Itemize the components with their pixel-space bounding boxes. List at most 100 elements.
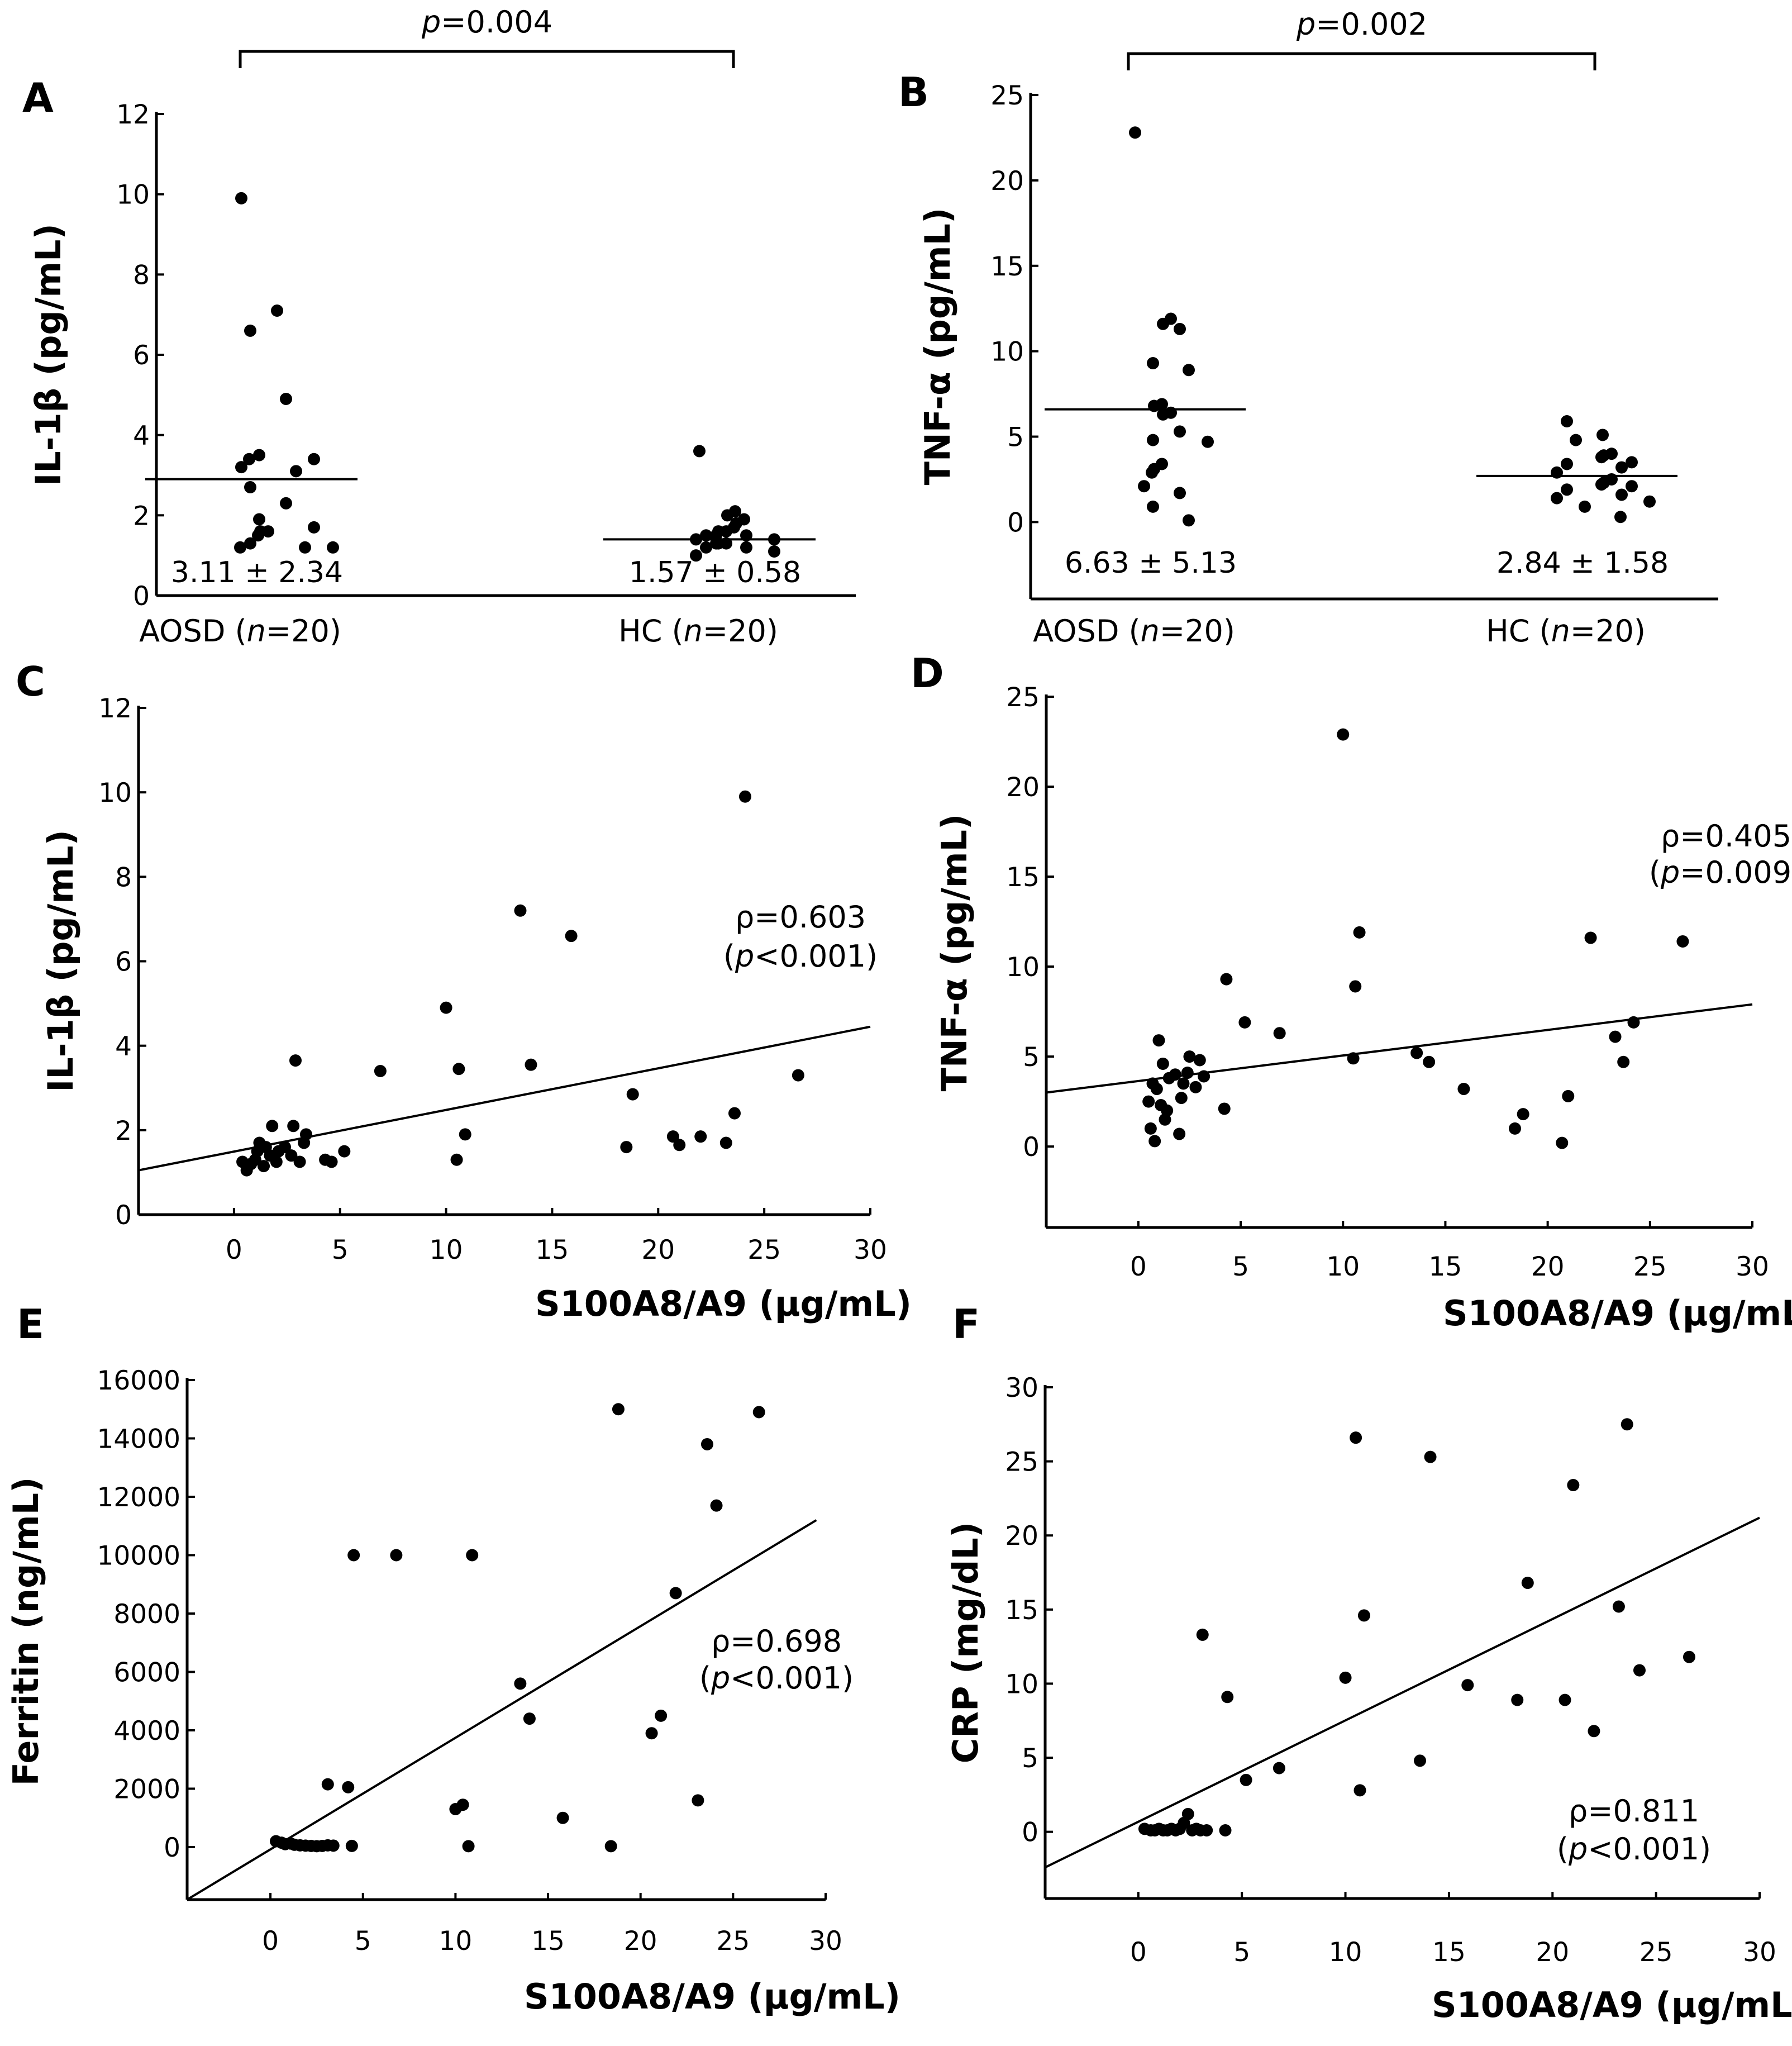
y-tick-label: 2 <box>115 1116 132 1146</box>
data-point <box>556 1811 569 1824</box>
data-point <box>1173 1127 1186 1140</box>
data-point <box>1144 1122 1157 1135</box>
data-point <box>1511 1693 1524 1706</box>
x-tick-label: 20 <box>1536 1937 1569 1968</box>
x-tick-label: 0 <box>226 1235 242 1265</box>
data-point <box>1626 456 1638 469</box>
y-tick-label: 10 <box>116 180 150 211</box>
y-tick-label: 15 <box>990 251 1024 282</box>
data-point <box>270 1155 283 1168</box>
series-AOSD <box>1129 126 1214 527</box>
data-point <box>655 1709 668 1722</box>
data-point <box>1461 1679 1474 1692</box>
panel-D: D 0 5 10 15 20 25 TNF-α (pg/mL) 0 5 10 15 20 25 30 S100… <box>911 650 1792 1334</box>
data-point <box>287 1120 300 1133</box>
data-point <box>1588 1725 1600 1738</box>
y-tick-label: 14000 <box>97 1424 180 1454</box>
data-point <box>1152 1034 1165 1047</box>
y-tick-label: 12 <box>98 693 132 724</box>
data-point <box>1517 1108 1529 1121</box>
panel-A: A 0 2 4 6 8 10 12 IL-1β (pg/mL) 3.11 ± 2.34 AOSD (… <box>22 4 856 649</box>
group-summary: 1.57 ± 0.58 <box>629 556 801 589</box>
data-point <box>1551 492 1563 505</box>
y-tick-label: 20 <box>1005 1521 1038 1552</box>
y-tick-label: 6 <box>115 947 132 978</box>
data-point <box>523 1712 536 1725</box>
x-tick-label: 20 <box>1531 1252 1565 1282</box>
x-tick-label: 10 <box>1326 1252 1360 1282</box>
data-point <box>299 1128 312 1141</box>
data-point <box>1174 425 1186 438</box>
p-value-label: (p=0.009) <box>1649 855 1792 890</box>
scatter-series <box>1138 1418 1695 1836</box>
data-point <box>1423 1055 1436 1068</box>
group-summary: 3.11 ± 2.34 <box>171 556 343 589</box>
category-label: HC (n=20) <box>618 613 778 649</box>
category-label: HC (n=20) <box>1486 613 1646 649</box>
data-point <box>1150 1083 1163 1096</box>
data-point <box>327 541 339 554</box>
data-point <box>1174 322 1186 335</box>
data-point <box>1196 1628 1209 1641</box>
category-label: AOSD (n=20) <box>1033 613 1235 649</box>
data-point <box>666 1130 679 1143</box>
x-tick-label: 15 <box>1432 1937 1466 1968</box>
scatter-series <box>236 790 804 1177</box>
data-point <box>1200 1824 1213 1836</box>
data-point <box>1615 461 1628 474</box>
data-point <box>280 393 292 406</box>
data-point <box>244 324 256 337</box>
data-point <box>626 1088 639 1101</box>
data-point <box>1612 1600 1625 1613</box>
y-tick-label: 4000 <box>113 1716 180 1747</box>
data-point <box>271 304 283 317</box>
data-point <box>440 1001 452 1014</box>
x-tick-label: 0 <box>262 1926 279 1957</box>
x-tick-label: 15 <box>531 1926 565 1957</box>
x-tick-label: 30 <box>1743 1937 1776 1968</box>
data-point <box>327 1839 340 1852</box>
series-AOSD <box>234 192 339 554</box>
data-point <box>1410 1046 1423 1059</box>
data-point <box>1521 1577 1534 1590</box>
data-point <box>740 541 752 554</box>
x-tick-label: 25 <box>1640 1937 1673 1968</box>
data-point <box>293 1155 306 1168</box>
data-point <box>1570 434 1582 446</box>
x-tick-label: 20 <box>641 1235 675 1265</box>
data-point <box>565 930 578 943</box>
x-tick-label: 25 <box>716 1926 750 1957</box>
data-point <box>1181 1807 1194 1820</box>
data-point <box>266 1120 279 1133</box>
data-point <box>308 453 320 465</box>
data-point <box>1198 1070 1210 1083</box>
y-tick-label: 5 <box>1007 422 1024 453</box>
data-point <box>1424 1450 1437 1463</box>
y-axis-label: Ferritin (ng/mL) <box>6 1477 46 1786</box>
data-point <box>459 1128 471 1141</box>
panel-B: B 0 5 10 15 20 25 TNF-α (pg/mL) 6.63 ± 5.13 AOSD … <box>898 7 1718 649</box>
regression-line <box>1045 1516 1760 1869</box>
data-point <box>690 549 702 562</box>
p-value-label: (p<0.001) <box>723 939 878 974</box>
x-tick-label: 5 <box>332 1235 349 1265</box>
panel-label: A <box>22 74 54 121</box>
data-point <box>1357 1609 1370 1622</box>
data-point <box>308 521 320 534</box>
data-point <box>1353 1784 1366 1797</box>
data-point <box>1595 478 1608 491</box>
x-axis-label: S100A8/A9 (μg/mL) <box>1443 1293 1792 1334</box>
y-tick-label: 15 <box>1006 862 1040 893</box>
significance-bracket <box>1127 52 1596 70</box>
data-point <box>1614 511 1627 524</box>
data-point <box>1414 1754 1427 1767</box>
data-point <box>289 1054 302 1067</box>
data-point <box>1218 1102 1231 1115</box>
y-tick-label: 25 <box>1006 682 1040 713</box>
data-point <box>234 541 246 554</box>
y-axis-label: TNF-α (pg/mL) <box>934 814 975 1092</box>
data-point <box>1633 1664 1646 1677</box>
data-point <box>1561 415 1573 428</box>
series-HC <box>690 445 780 562</box>
